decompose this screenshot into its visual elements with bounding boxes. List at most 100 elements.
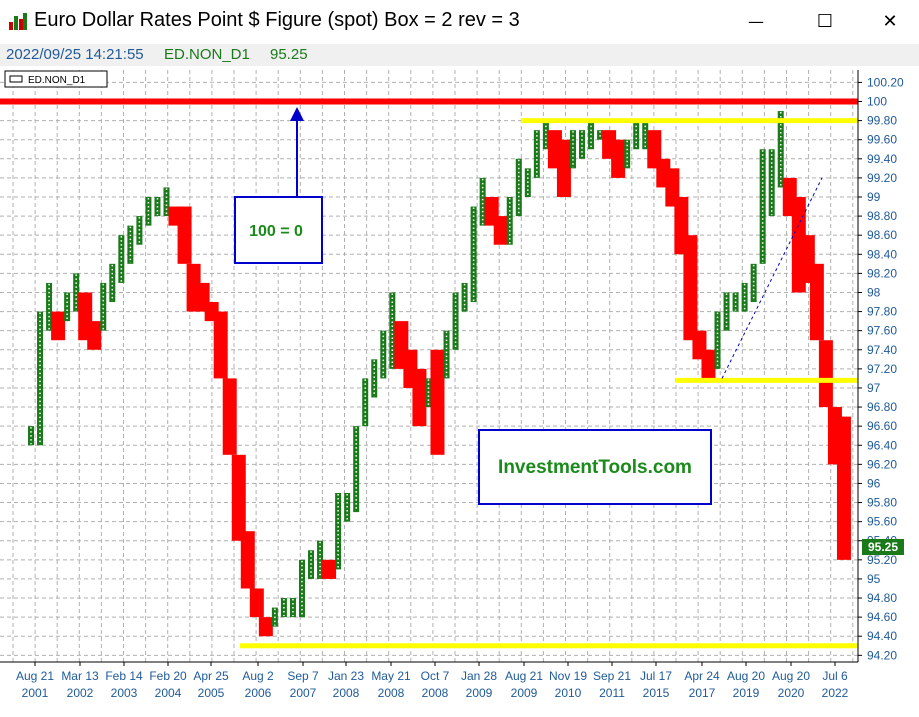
x-tick-date: Jan 23: [328, 669, 364, 683]
x-tick-year: 2022: [822, 686, 849, 700]
y-tick-label: 94.60: [867, 610, 897, 624]
y-tick-label: 97.40: [867, 343, 897, 357]
x-tick-date: Apr 24: [684, 669, 720, 683]
down-column: [818, 340, 833, 408]
y-tick-label: 99: [867, 190, 881, 204]
minimize-icon: —: [748, 11, 764, 31]
y-tick-label: 98.20: [867, 266, 897, 280]
minimize-button[interactable]: —: [734, 6, 778, 36]
up-column: [73, 273, 80, 312]
x-tick-year: 2019: [733, 686, 760, 700]
up-column: [127, 225, 134, 264]
x-tick-date: Jul 17: [640, 669, 672, 683]
y-tick-label: 99.80: [867, 114, 897, 128]
y-tick-label: 96.60: [867, 419, 897, 433]
watermark-text: InvestmentTools.com: [498, 457, 692, 478]
down-column: [809, 263, 824, 341]
x-tick-year: 2004: [155, 686, 182, 700]
x-tick-year: 2002: [67, 686, 94, 700]
maximize-button[interactable]: ☐: [803, 6, 847, 36]
up-column: [506, 196, 513, 245]
y-tick-label: 98: [867, 285, 881, 299]
x-tick-year: 2001: [22, 686, 49, 700]
down-column: [701, 349, 716, 379]
down-column: [222, 378, 237, 455]
down-column: [249, 588, 264, 618]
up-column: [533, 130, 540, 178]
up-column: [443, 330, 450, 379]
close-button[interactable]: ✕: [868, 6, 912, 36]
bar-chart-app-icon: [9, 13, 27, 30]
up-column: [750, 263, 757, 303]
x-tick-date: Feb 14: [105, 669, 143, 683]
info-price: 95.25: [270, 46, 308, 63]
info-symbol: ED.NON_D1: [164, 46, 250, 63]
down-column: [231, 454, 246, 541]
y-tick-label: 95.80: [867, 496, 897, 510]
y-tick-label: 95.60: [867, 515, 897, 529]
x-tick-date: May 21: [371, 669, 411, 683]
down-column: [51, 311, 66, 341]
up-column: [380, 330, 387, 379]
x-tick-year: 2007: [290, 686, 317, 700]
y-tick-label: 98.60: [867, 228, 897, 242]
x-tick-date: Oct 7: [421, 669, 450, 683]
legend-swatch: [9, 75, 23, 83]
y-tick-label: 99.40: [867, 152, 897, 166]
up-column: [371, 359, 378, 398]
down-column: [611, 139, 626, 178]
y-tick-label: 100.20: [867, 75, 904, 89]
down-column: [87, 321, 102, 350]
watermark-annotation: InvestmentTools.com: [478, 429, 712, 505]
up-column: [479, 177, 486, 226]
x-tick-year: 2005: [198, 686, 225, 700]
y-tick-label: 96.20: [867, 457, 897, 471]
down-column: [836, 416, 851, 560]
window-title: Euro Dollar Rates Point $ Figure (spot) …: [34, 9, 520, 31]
watermark-box: [478, 429, 712, 505]
axes: 100.20 100 99.80 99.60 99.40 99.20 99 98.80 98.6…: [16, 75, 904, 700]
x-tick-date: Feb 20: [149, 669, 187, 683]
close-icon: ✕: [882, 10, 898, 32]
legend-box: [4, 70, 108, 88]
x-tick-date: Jul 6: [822, 669, 848, 683]
x-tick-date: Aug 21: [16, 669, 54, 683]
trend-lines: [0, 98, 858, 649]
down-column: [430, 349, 445, 455]
x-tick-year: 2010: [555, 686, 582, 700]
up-column: [452, 292, 459, 350]
y-tick-label: 95: [867, 572, 881, 586]
x-tick-year: 2020: [778, 686, 805, 700]
info-datetime: 2022/09/25 14:21:55: [6, 46, 144, 63]
up-column: [109, 263, 116, 303]
y-tick-label: 94.80: [867, 591, 897, 605]
x-tick-year: 2006: [245, 686, 272, 700]
up-column: [37, 311, 44, 446]
y-tick-label: 94.20: [867, 648, 897, 662]
down-column: [322, 559, 337, 579]
y-tick-label: 96: [867, 476, 881, 490]
y-tick-label: 95.20: [867, 553, 897, 567]
y-tick-label: 97: [867, 381, 881, 395]
down-column: [683, 235, 698, 341]
y-tick-label: 99.60: [867, 133, 897, 147]
arrow-annotation: 100 = 0: [234, 107, 323, 264]
pnf-chart[interactable]: 100.20 100 99.80 99.60 99.40 99.20 99 98.80 98.6…: [0, 66, 919, 717]
up-column: [353, 426, 360, 513]
up-column: [298, 559, 305, 618]
up-column: [569, 130, 576, 169]
down-column: [177, 206, 192, 264]
y-tick-label: 98.40: [867, 247, 897, 261]
x-tick-year: 2008: [422, 686, 449, 700]
x-tick-date: Sep 21: [593, 669, 631, 683]
up-column: [597, 130, 604, 140]
y-tick-label: 97.80: [867, 305, 897, 319]
up-column: [118, 235, 125, 283]
x-tick-date: Nov 19: [549, 669, 587, 683]
x-tick-year: 2009: [466, 686, 493, 700]
x-tick-year: 2009: [511, 686, 538, 700]
chart-columns: [28, 111, 851, 637]
down-column: [240, 531, 255, 589]
title-bar: Euro Dollar Rates Point $ Figure (spot) …: [0, 0, 919, 44]
x-tick-year: 2015: [643, 686, 670, 700]
